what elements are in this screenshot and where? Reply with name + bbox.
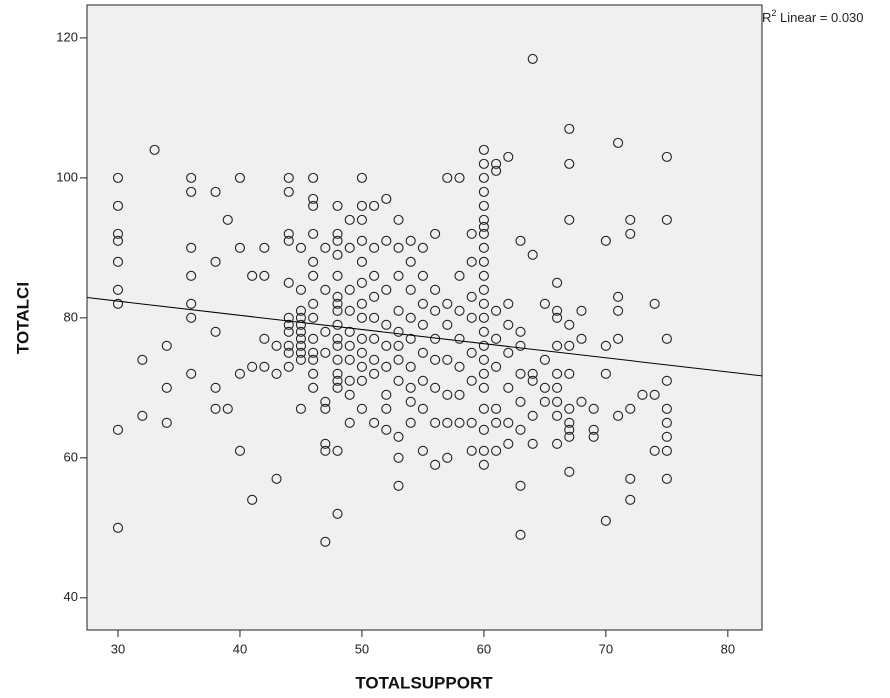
y-tick-label: 80 xyxy=(64,309,78,324)
y-tick-label: 60 xyxy=(64,449,78,464)
y-axis-title: TOTALCI xyxy=(13,282,32,354)
y-tick-label: 120 xyxy=(56,29,78,44)
annotation-base: R xyxy=(762,10,771,25)
y-tick-label: 100 xyxy=(56,169,78,184)
x-axis-title: TOTALSUPPORT xyxy=(355,673,493,692)
x-tick-label: 60 xyxy=(477,641,491,656)
chart: TOTALSUPPORT TOTALCI R2 Linear = 0.030 3… xyxy=(0,0,890,698)
x-tick-label: 70 xyxy=(599,641,613,656)
plot-area xyxy=(87,5,762,630)
x-tick-label: 40 xyxy=(233,641,247,656)
annotation: R2 Linear = 0.030 xyxy=(762,8,864,25)
annotation-text: Linear = 0.030 xyxy=(776,10,863,25)
x-tick-label: 50 xyxy=(355,641,369,656)
y-tick-label: 40 xyxy=(64,589,78,604)
x-tick-label: 80 xyxy=(721,641,735,656)
x-tick-label: 30 xyxy=(111,641,125,656)
